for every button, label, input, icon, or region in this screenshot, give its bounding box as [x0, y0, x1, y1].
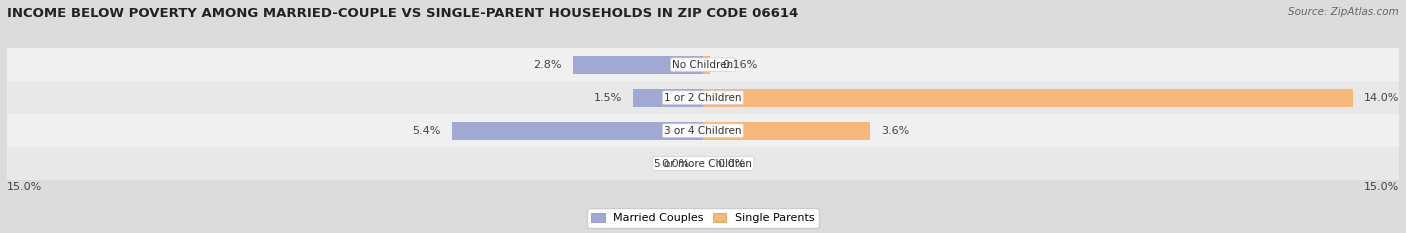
- Text: 1.5%: 1.5%: [593, 93, 621, 103]
- Bar: [703, 89, 1353, 107]
- Bar: [703, 122, 870, 140]
- Text: 5.4%: 5.4%: [412, 126, 441, 136]
- Text: 15.0%: 15.0%: [7, 182, 42, 192]
- Text: 0.0%: 0.0%: [717, 159, 745, 169]
- Text: No Children: No Children: [672, 60, 734, 70]
- Text: 1 or 2 Children: 1 or 2 Children: [664, 93, 742, 103]
- Bar: [7, 81, 1399, 114]
- Bar: [633, 89, 703, 107]
- Text: 2.8%: 2.8%: [533, 60, 561, 70]
- Legend: Married Couples, Single Parents: Married Couples, Single Parents: [586, 208, 820, 228]
- Bar: [453, 122, 703, 140]
- Bar: [703, 56, 710, 74]
- Text: 0.0%: 0.0%: [661, 159, 689, 169]
- Bar: [7, 147, 1399, 180]
- Text: Source: ZipAtlas.com: Source: ZipAtlas.com: [1288, 7, 1399, 17]
- Bar: [574, 56, 703, 74]
- Bar: [7, 114, 1399, 147]
- Text: 3 or 4 Children: 3 or 4 Children: [664, 126, 742, 136]
- Text: 14.0%: 14.0%: [1364, 93, 1399, 103]
- Text: 15.0%: 15.0%: [1364, 182, 1399, 192]
- Text: 3.6%: 3.6%: [882, 126, 910, 136]
- Text: INCOME BELOW POVERTY AMONG MARRIED-COUPLE VS SINGLE-PARENT HOUSEHOLDS IN ZIP COD: INCOME BELOW POVERTY AMONG MARRIED-COUPL…: [7, 7, 799, 20]
- Text: 0.16%: 0.16%: [723, 60, 758, 70]
- Bar: [7, 48, 1399, 81]
- Text: 5 or more Children: 5 or more Children: [654, 159, 752, 169]
